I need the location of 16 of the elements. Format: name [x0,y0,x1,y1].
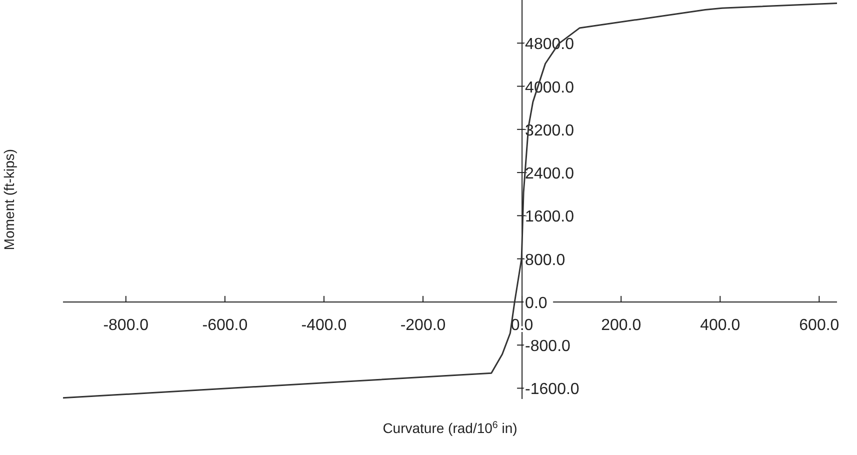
y-tick-label: -800.0 [525,338,571,356]
y-axis-title: Moment (ft-kips) [1,148,17,250]
y-tick-label: -1600.0 [525,381,580,398]
x-tick-label: -600.0 [202,316,248,334]
y-tick-label: 0.0 [525,294,548,312]
line-series [63,2,837,399]
x-tick-label: -800.0 [103,316,149,334]
x-tick-label: 200.0 [601,316,642,334]
y-tick-label: 800.0 [525,252,566,269]
x-axis-title: Curvature (rad/10$^{6}$ in) [382,420,518,436]
x-tick-label: -200.0 [400,316,446,334]
y-tick-label: 2400.0 [525,166,574,183]
x-tick-label: 600.0 [799,316,840,334]
x-tick-label: 400.0 [700,316,740,334]
y-tick-label: 1600.0 [525,208,574,226]
x-tick-label: -400.0 [301,316,347,334]
